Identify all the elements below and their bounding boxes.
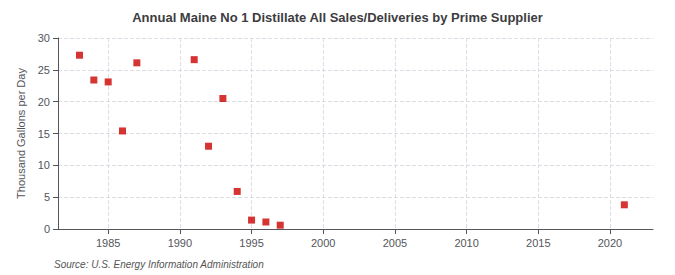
svg-text:Thousand Gallons per Day: Thousand Gallons per Day <box>15 68 27 199</box>
svg-text:25: 25 <box>38 64 50 76</box>
svg-text:Annual Maine No 1 Distillate A: Annual Maine No 1 Distillate All Sales/D… <box>132 10 543 25</box>
svg-text:5: 5 <box>44 191 50 203</box>
svg-text:1995: 1995 <box>239 237 263 249</box>
svg-text:2020: 2020 <box>598 237 622 249</box>
svg-text:2010: 2010 <box>454 237 478 249</box>
svg-text:0: 0 <box>44 223 50 235</box>
svg-text:20: 20 <box>38 96 50 108</box>
svg-text:1990: 1990 <box>168 237 192 249</box>
svg-text:15: 15 <box>38 128 50 140</box>
svg-text:2015: 2015 <box>526 237 550 249</box>
svg-text:2000: 2000 <box>311 237 335 249</box>
svg-text:2005: 2005 <box>383 237 407 249</box>
svg-text:Source: U.S. Energy Informatio: Source: U.S. Energy Information Administ… <box>54 259 264 270</box>
svg-text:1985: 1985 <box>96 237 120 249</box>
svg-text:10: 10 <box>38 159 50 171</box>
svg-text:30: 30 <box>38 32 50 44</box>
